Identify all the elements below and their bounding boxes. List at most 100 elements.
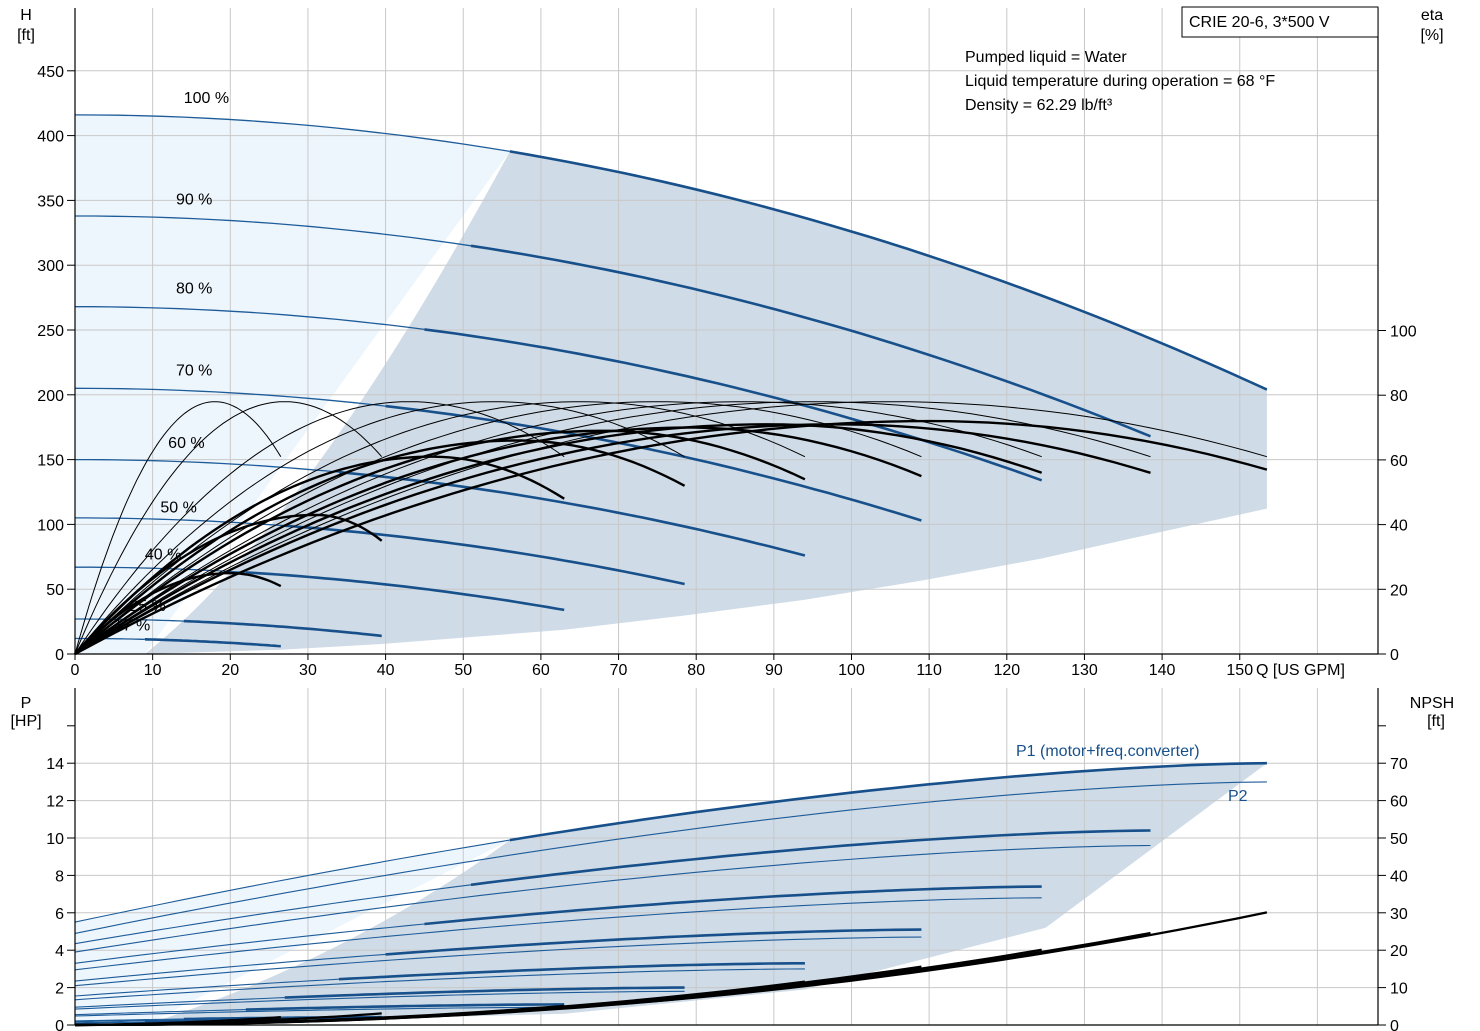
y-tick-label: 4	[55, 943, 64, 960]
efficiency-curve	[74, 426, 922, 655]
y-tick-label: 2	[55, 981, 64, 998]
x-tick-label: 0	[71, 662, 80, 679]
head-curve	[470, 244, 1151, 438]
efficiency-curve	[74, 401, 922, 655]
y2-tick-label: 0	[1390, 647, 1399, 664]
y-tick-label: 8	[55, 868, 64, 885]
y2-tick-label: 80	[1390, 388, 1408, 405]
speed-label: 17 %	[114, 618, 150, 635]
y2-tick-label: 50	[1390, 831, 1408, 848]
y-tick-label: 10	[46, 831, 64, 848]
y2-tick-label: 30	[1390, 906, 1408, 923]
y-tick-label: 400	[37, 129, 64, 146]
p1-curve	[509, 761, 1267, 842]
head-curve	[385, 404, 922, 522]
p1-curve	[338, 962, 805, 981]
efficiency-curve	[74, 429, 806, 655]
y2-tick-label: 40	[1390, 518, 1408, 535]
efficiency-curve	[74, 401, 282, 655]
head-curve-thin	[74, 637, 145, 640]
y-tick-label: 450	[37, 64, 64, 81]
x-tick-label: 20	[221, 662, 239, 679]
info-line-1: Pumped liquid = Water	[965, 49, 1127, 66]
speed-label: 60 %	[168, 435, 204, 452]
y2-tick-label: 40	[1390, 868, 1408, 885]
y2-axis-label-npsh-unit: [ft]	[1427, 713, 1445, 730]
speed-label: 25 %	[129, 598, 165, 615]
y-axis-label-p: P	[21, 695, 32, 712]
x-tick-label: 70	[610, 662, 628, 679]
efficiency-curve	[74, 401, 565, 655]
efficiency-curve	[74, 401, 1042, 655]
efficiency-curve	[74, 423, 1043, 656]
efficiency-curve	[74, 439, 686, 655]
chart-title: CRIE 20-6, 3*500 V	[1189, 14, 1330, 31]
y2-axis-label-eta: eta	[1421, 7, 1443, 24]
y2-tick-label: 0	[1390, 1018, 1399, 1031]
dark-operating-region	[144, 763, 1267, 1025]
y-tick-label: 50	[46, 582, 64, 599]
power-npsh-panel: 0 2 4 6 8 10 12 14 0 10 20 30 40 50 60 70 P [HP] NPSH […	[10, 688, 1454, 1031]
x-tick-label: 140	[1149, 662, 1176, 679]
p1-curve-thin	[74, 978, 340, 997]
p1-curve-thin	[74, 997, 285, 1008]
y-tick-label: 0	[55, 647, 64, 664]
p1-curve-thin	[74, 923, 425, 964]
x-tick-label: 60	[532, 662, 550, 679]
speed-label: 90 %	[176, 191, 212, 208]
p1-curve	[284, 986, 685, 999]
p1-curve-thin	[74, 953, 386, 982]
efficiency-curve	[74, 401, 806, 655]
p1-curve-thin	[74, 884, 472, 945]
y2-tick-label: 10	[1390, 981, 1408, 998]
p1-curve-thin	[74, 1018, 184, 1022]
y2-tick-label: 20	[1390, 582, 1408, 599]
x-tick-label: 90	[765, 662, 783, 679]
p1-curve-thin	[74, 1021, 145, 1024]
head-curve	[245, 571, 565, 612]
y-tick-label: 12	[46, 794, 64, 811]
x-tick-label: 100	[838, 662, 865, 679]
title-box	[1181, 6, 1379, 38]
p2-curve	[74, 781, 1267, 934]
y-axis-label-p-unit: [HP]	[10, 713, 41, 730]
head-curve-thin	[75, 215, 472, 247]
p2-curve	[74, 968, 805, 1001]
p1-curve	[245, 1003, 565, 1011]
p1-curve	[385, 928, 922, 956]
p2-curve	[74, 936, 922, 987]
top-curves	[74, 114, 1268, 656]
x-tick-label: 10	[144, 662, 162, 679]
y2-tick-label: 60	[1390, 794, 1408, 811]
head-curve	[338, 470, 806, 557]
efficiency-curve	[74, 401, 685, 655]
head-curve-thin	[74, 114, 510, 153]
speed-label: 50 %	[160, 500, 196, 517]
efficiency-curve	[74, 401, 1268, 655]
p1-series-label: P1 (motor+freq.converter)	[1016, 743, 1200, 760]
speed-label: 40 %	[145, 546, 181, 563]
x-axis-label: Q [US GPM]	[1256, 662, 1345, 679]
npsh-curve	[74, 911, 1268, 1027]
head-curve	[424, 328, 1043, 482]
head-curve	[509, 150, 1268, 391]
head-curve-thin	[75, 566, 246, 574]
light-operating-region	[75, 114, 510, 654]
head-curve-thin	[74, 387, 386, 407]
y-tick-label: 350	[37, 193, 64, 210]
info-line-3: Density = 62.29 lb/ft³	[965, 97, 1113, 114]
y-tick-label: 300	[37, 258, 64, 275]
y-tick-label: 14	[46, 756, 64, 773]
y2-tick-label: 100	[1390, 324, 1417, 341]
p1-curve-thin	[74, 1009, 246, 1016]
y2-tick-label: 20	[1390, 943, 1408, 960]
speed-label: 100 %	[184, 90, 229, 107]
speed-label: 70 %	[176, 362, 212, 379]
speed-label: 80 %	[176, 281, 212, 298]
efficiency-curve	[74, 401, 383, 655]
operating-region	[75, 763, 1267, 1025]
p2-series-label: P2	[1228, 788, 1248, 805]
y2-tick-label: 70	[1390, 756, 1408, 773]
